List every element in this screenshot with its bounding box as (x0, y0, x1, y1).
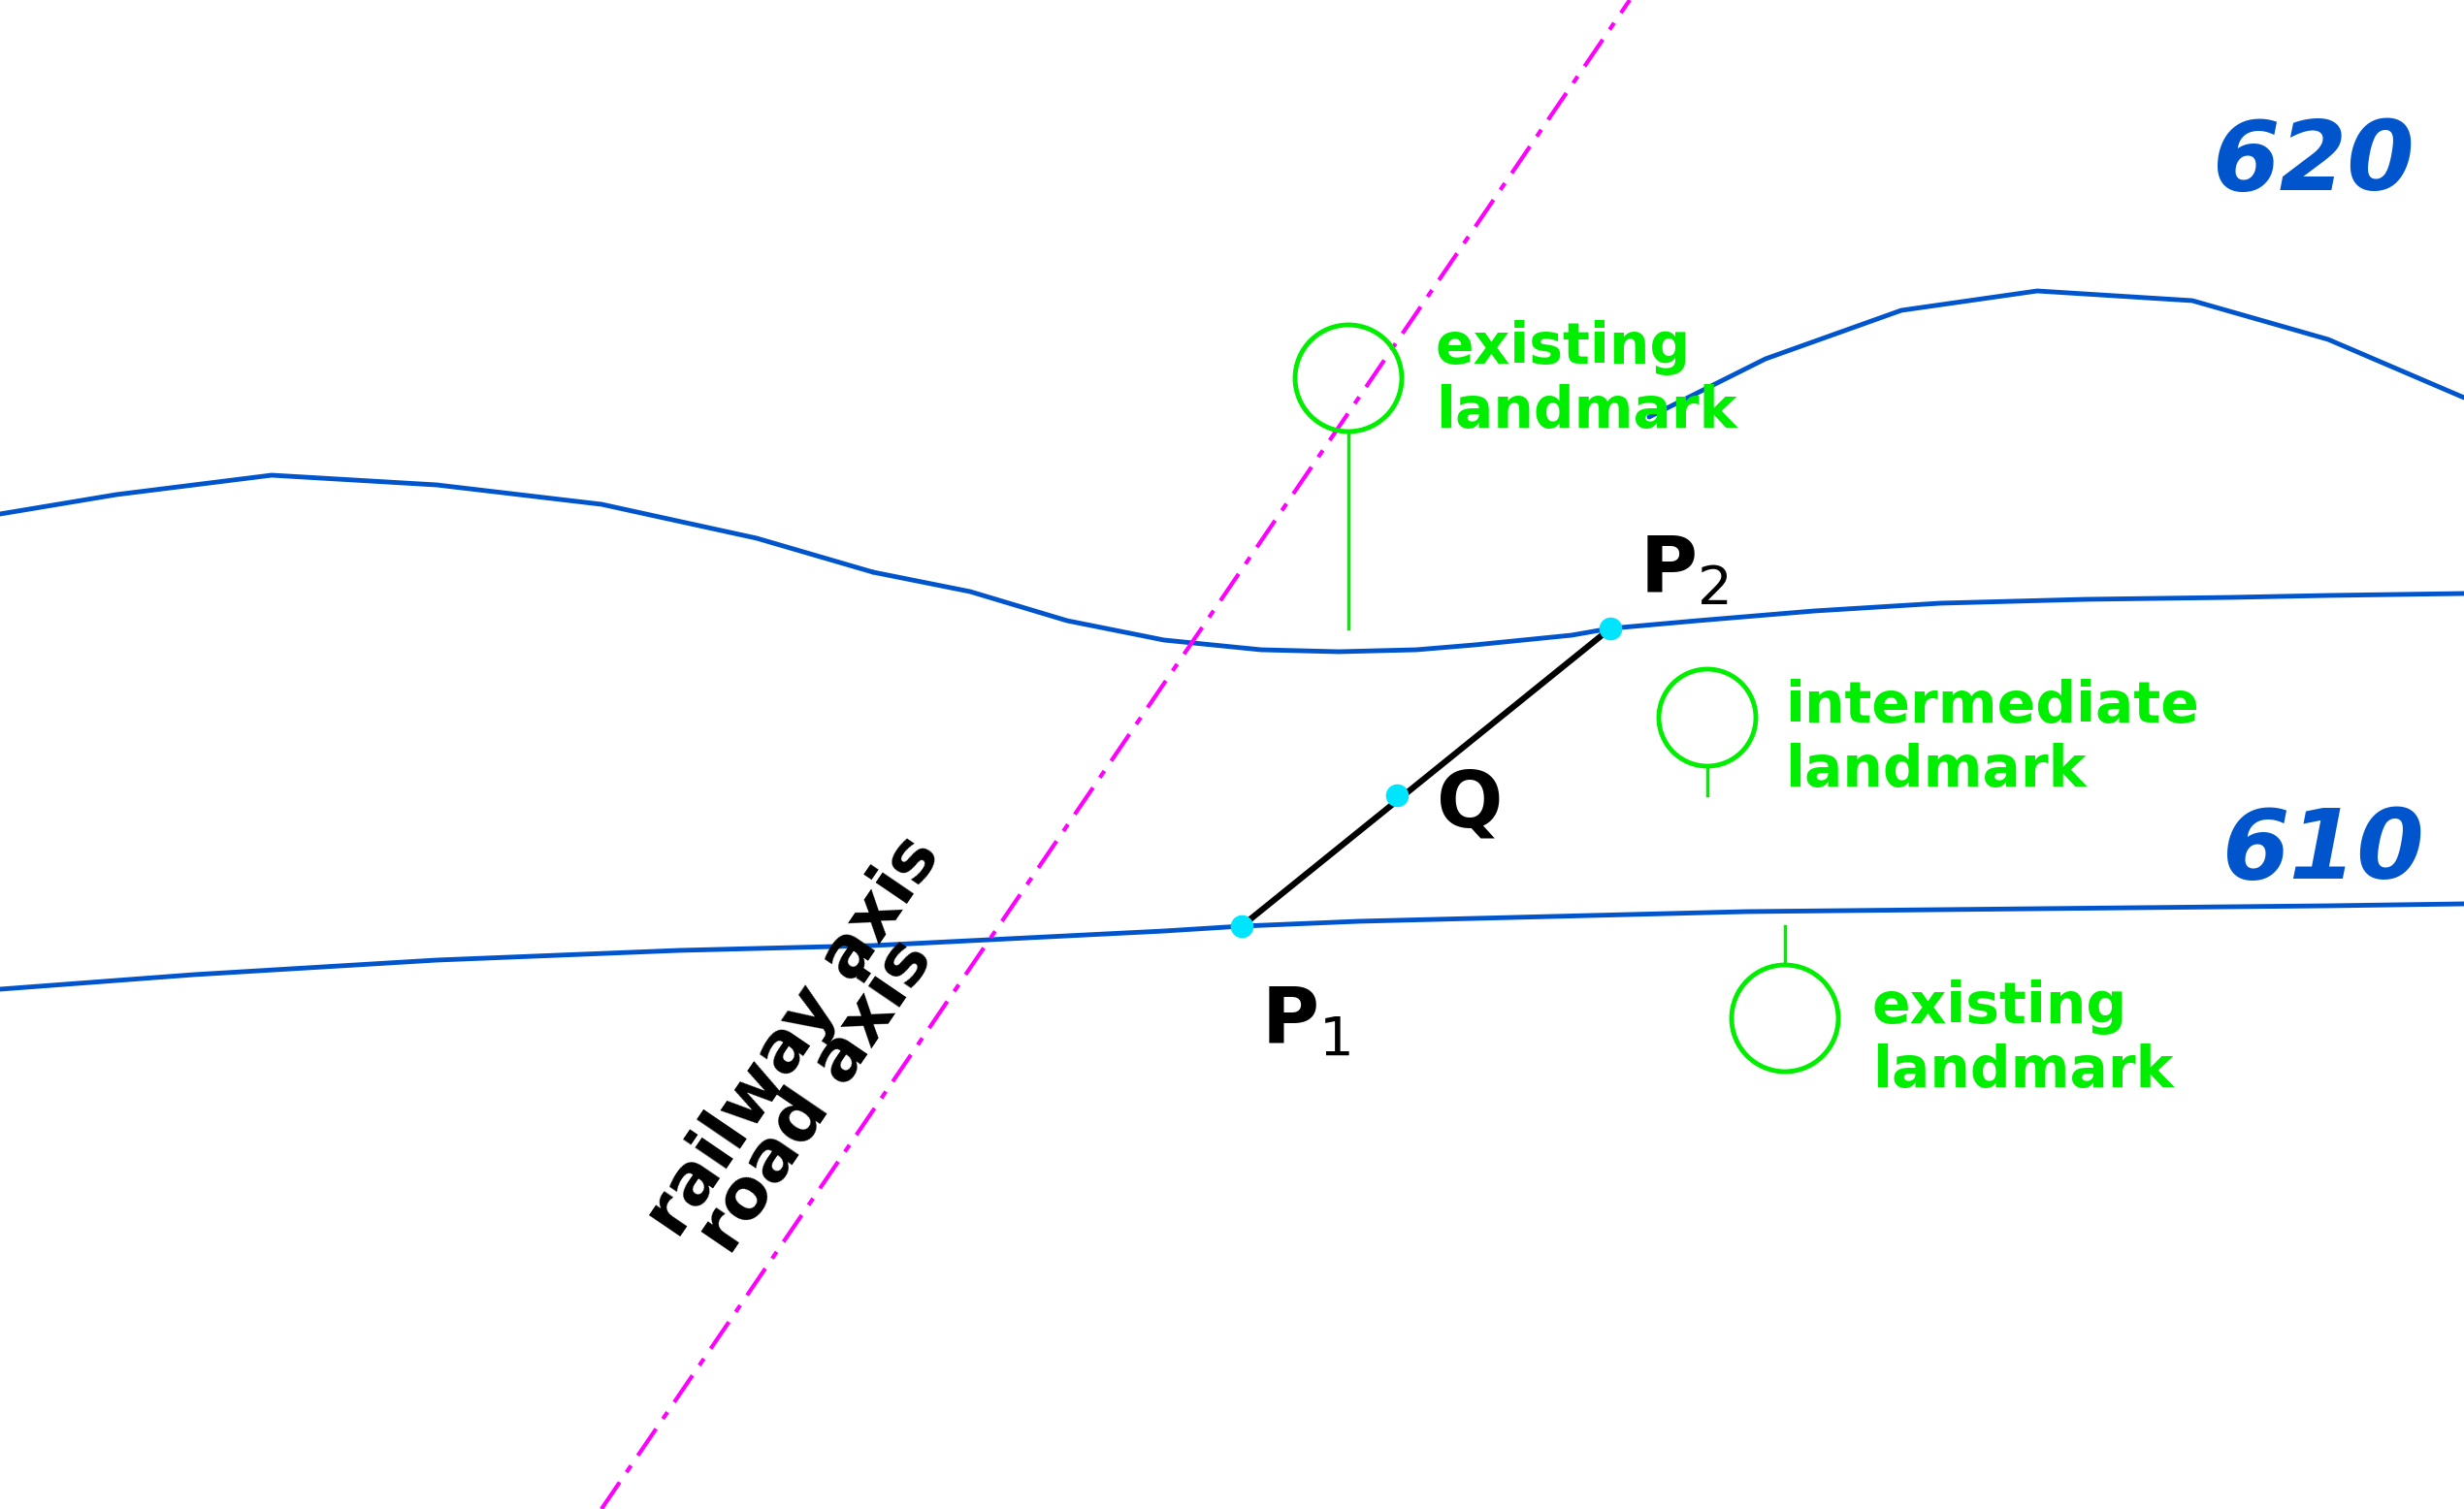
Text: $\mathbf{P}_2$: $\mathbf{P}_2$ (1639, 533, 1730, 610)
Text: existing
landmark: existing landmark (1437, 320, 1737, 439)
Text: existing
landmark: existing landmark (1873, 979, 2173, 1099)
Text: $\mathbf{P}_1$: $\mathbf{P}_1$ (1262, 984, 1350, 1059)
Text: railway axis: railway axis (636, 825, 954, 1249)
Text: 610: 610 (2223, 804, 2425, 899)
Text: road axis: road axis (687, 928, 946, 1265)
Text: intermediate
landmark: intermediate landmark (1784, 679, 2198, 798)
Text: 620: 620 (2213, 116, 2415, 210)
Text: $\mathbf{Q}$: $\mathbf{Q}$ (1437, 767, 1501, 842)
